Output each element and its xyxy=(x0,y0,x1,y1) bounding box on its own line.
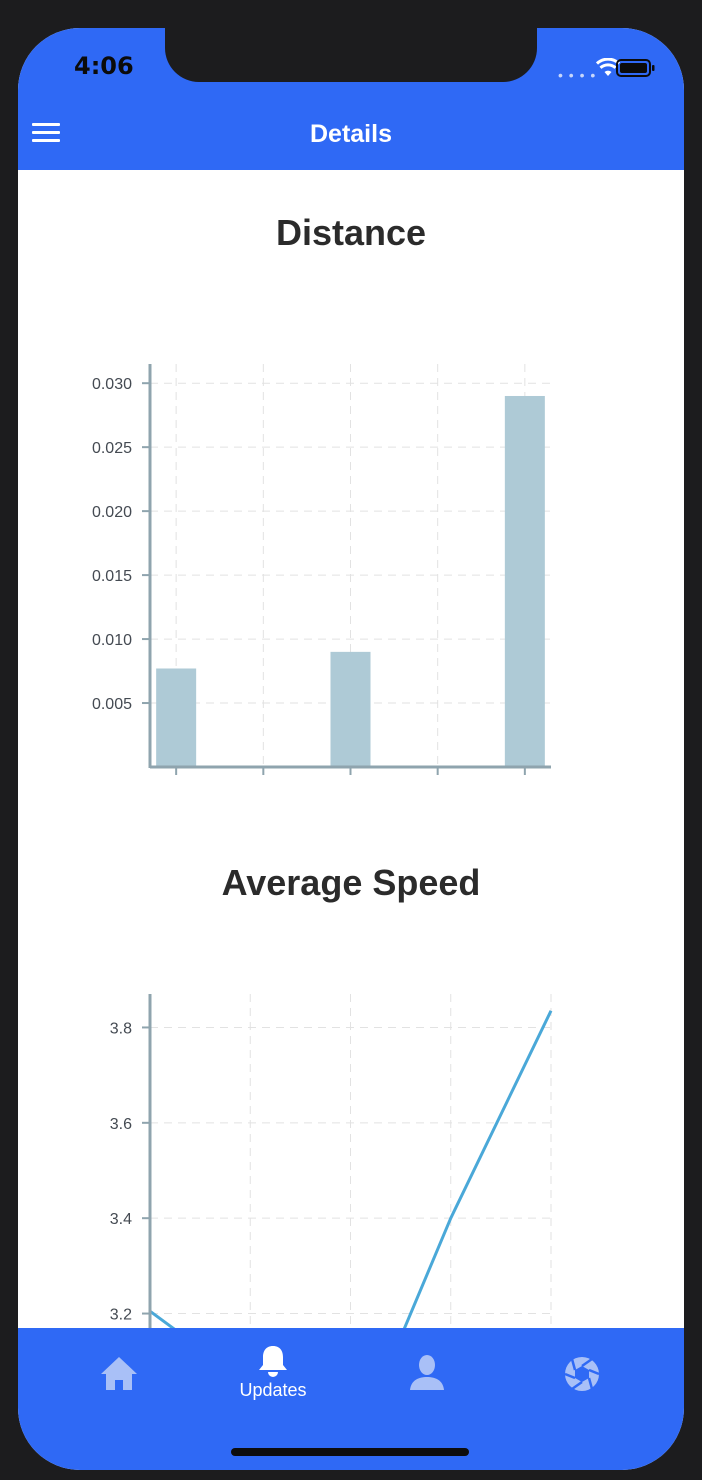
y-tick-label: 0.005 xyxy=(92,696,132,713)
average-speed-line-chart: 3.2 3.4 3.6 3.8 xyxy=(110,994,553,1328)
y-tick-label: 0.020 xyxy=(92,504,132,521)
y-tick-label: 0.025 xyxy=(92,440,132,457)
status-indicators: • • • • xyxy=(558,54,658,84)
average-speed-section-title: Average Speed xyxy=(221,862,481,903)
y-tick-label: 3.4 xyxy=(110,1211,132,1228)
navigation-header: 4:06 • • • • Details xyxy=(18,28,684,170)
menu-icon xyxy=(32,123,60,126)
page-title: Details xyxy=(310,120,392,148)
bar xyxy=(504,395,545,767)
y-tick-label: 3.6 xyxy=(110,1116,132,1133)
bar xyxy=(156,668,197,767)
menu-icon xyxy=(32,131,60,134)
battery-icon xyxy=(616,59,655,77)
tab-updates-label: Updates xyxy=(239,1380,307,1400)
distance-section-title: Distance xyxy=(275,212,427,253)
bell-icon xyxy=(259,1346,287,1377)
y-tick-label: 3.2 xyxy=(110,1307,132,1324)
user-icon xyxy=(410,1355,444,1390)
tab-profile[interactable] xyxy=(345,1328,511,1428)
aperture-icon xyxy=(564,1357,600,1391)
y-tick-label: 0.030 xyxy=(92,376,132,393)
tab-updates[interactable]: Updates xyxy=(190,1328,356,1428)
tab-bar: Updates xyxy=(18,1328,684,1470)
status-time: 4:06 xyxy=(74,52,134,80)
menu-button[interactable] xyxy=(30,120,66,146)
tab-home[interactable] xyxy=(35,1328,201,1428)
y-tick-label: 0.010 xyxy=(92,632,132,649)
distance-bar-chart: 0.0050.0100.0150.0200.0250.0301.01.52.02… xyxy=(92,364,551,775)
app-screen: 4:06 • • • • Details Distance 0.005 0.010… xyxy=(18,28,684,1470)
bar xyxy=(330,651,371,767)
tab-camera[interactable] xyxy=(500,1328,666,1428)
device-notch xyxy=(165,28,537,82)
series-line xyxy=(149,1010,553,1328)
y-tick-label: 3.8 xyxy=(110,1020,132,1037)
home-indicator xyxy=(231,1448,469,1456)
y-tick-label: 0.015 xyxy=(92,568,132,585)
signal-icon: • • • • xyxy=(558,67,597,83)
home-icon xyxy=(101,1357,137,1390)
menu-icon xyxy=(32,139,60,142)
